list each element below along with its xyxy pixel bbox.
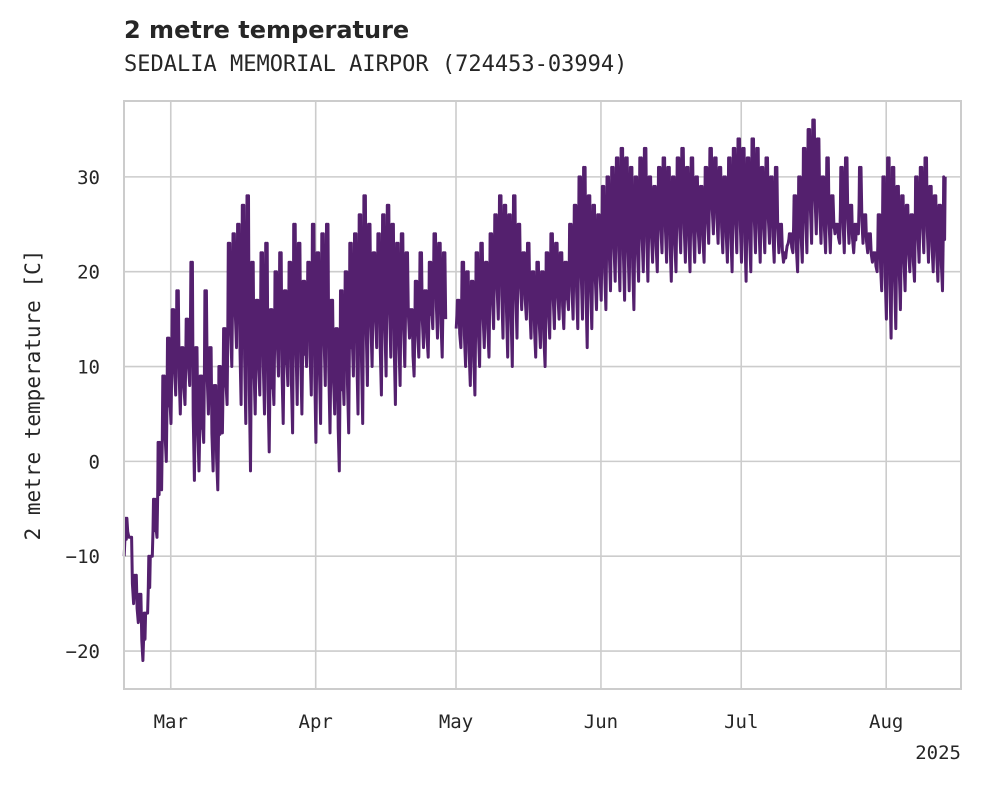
x-tick-label: Jun bbox=[584, 711, 618, 733]
year-label: 2025 bbox=[915, 742, 961, 764]
chart-subtitle: SEDALIA MEMORIAL AIRPOR (724453-03994) bbox=[124, 52, 628, 77]
y-tick-label: 10 bbox=[77, 357, 100, 379]
x-tick-label: Jul bbox=[724, 711, 758, 733]
y-tick-labels: −20 −10 0 10 20 30 bbox=[66, 167, 100, 663]
x-tick-label: Aug bbox=[869, 711, 903, 733]
x-tick-label: Apr bbox=[299, 711, 333, 733]
y-tick-label: −20 bbox=[66, 641, 100, 663]
chart-title: 2 metre temperature bbox=[124, 16, 410, 44]
x-tick-label: Mar bbox=[154, 711, 188, 733]
y-tick-label: −10 bbox=[66, 546, 100, 568]
series-lines bbox=[122, 118, 947, 662]
plot-frame bbox=[123, 100, 962, 690]
y-tick-label: 0 bbox=[89, 451, 100, 473]
x-tick-label: May bbox=[439, 711, 473, 733]
y-tick-label: 20 bbox=[77, 262, 100, 284]
y-tick-label: 30 bbox=[77, 167, 100, 189]
x-tick-labels: Mar Apr May Jun Jul Aug bbox=[154, 711, 904, 733]
y-axis-label: 2 metre temperature [C] bbox=[21, 250, 45, 541]
temperature-series-line bbox=[122, 118, 947, 662]
